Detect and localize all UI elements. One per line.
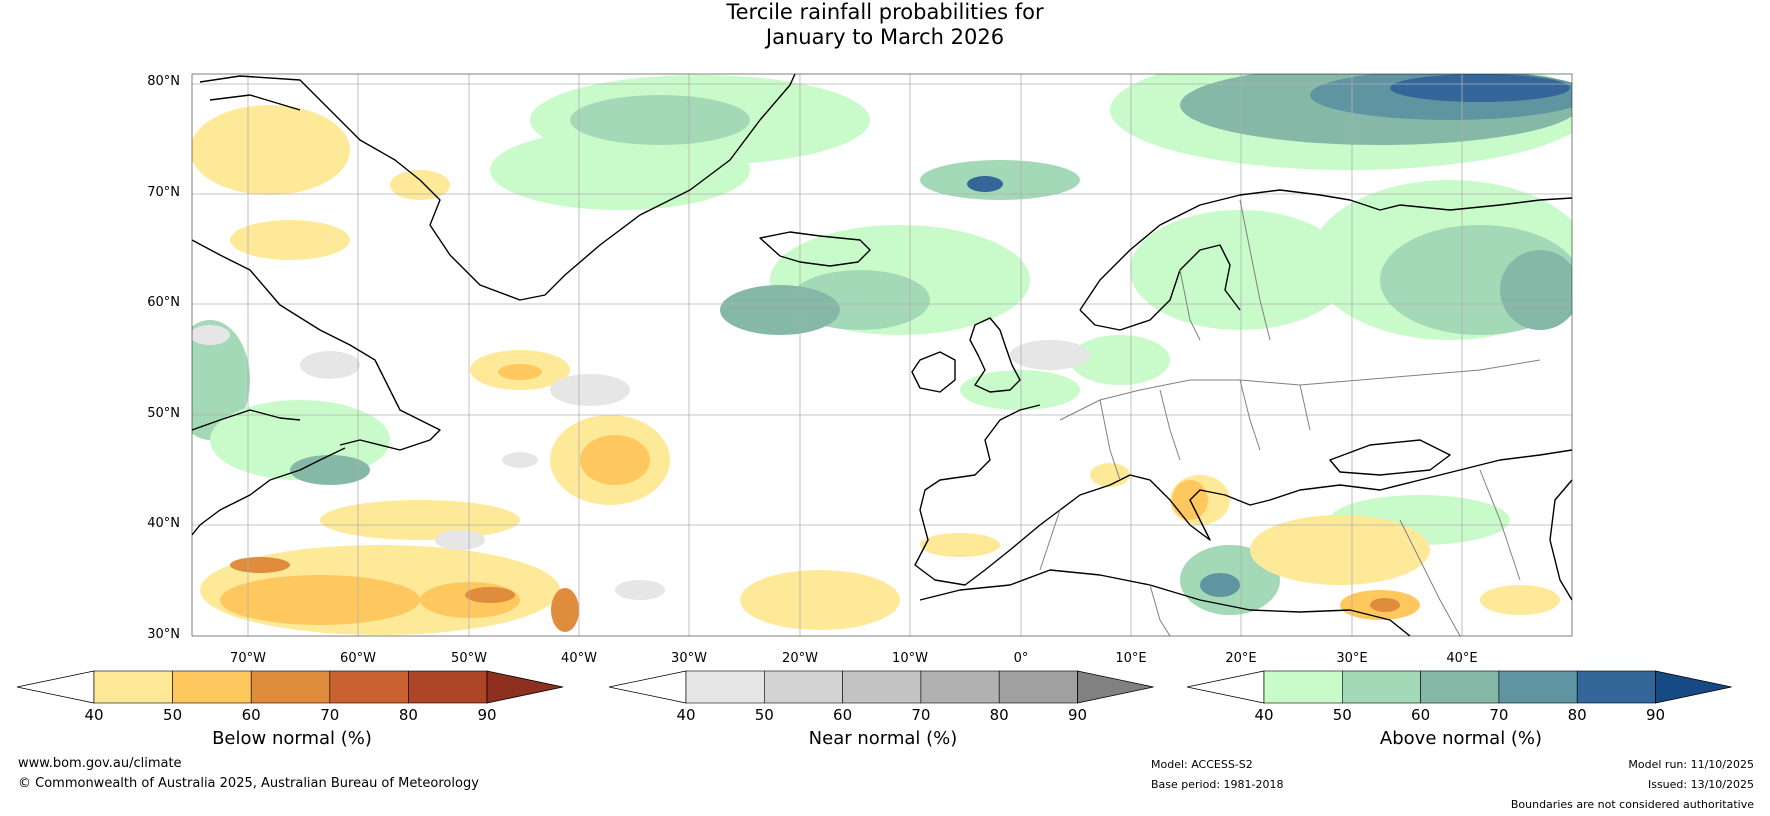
lat-label-80n: 80°N [147,74,180,89]
title-line-2: January to March 2026 [765,25,1005,49]
colorbar-segment [1342,670,1421,704]
below-normal-areas [192,105,1560,635]
country-borders [1039,199,1541,636]
above-normal-title: Above normal (%) [1379,728,1543,749]
colorbar-segment [685,670,765,704]
colorbar-segment [1263,670,1343,704]
lon-label-30w: 30°W [671,651,707,666]
colorbar-extend-high [1655,670,1732,704]
colorbar-segment [408,670,488,704]
colorbar-tick-label: 80 [1567,706,1587,724]
colorbar-tick-label: 50 [1332,706,1352,724]
map-frame [191,73,1573,637]
colorbar-extend-high [486,670,564,704]
lon-label-70w: 70°W [230,651,266,666]
lon-label-50w: 50°W [451,651,487,666]
colorbar-tick-label: 50 [163,706,183,724]
colorbar-tick-label: 70 [911,706,931,724]
colorbar-extend-high [1077,670,1154,704]
colorbar-tick-label: 90 [477,706,497,724]
above-normal-areas [192,74,1572,615]
colorbar-tick-label: 40 [676,706,696,724]
colorbar-tick-label: 50 [754,706,774,724]
near-normal-title: Near normal (%) [808,728,958,749]
below-normal-title: Below normal (%) [212,728,372,749]
colorbar-segment [329,670,409,704]
colorbar-tick-label: 90 [1067,706,1088,724]
colorbar-extend-low [1186,670,1265,704]
colorbar-segment [1576,670,1656,704]
colorbar-tick-label: 60 [241,706,261,724]
near-normal-colorbar [608,670,1154,704]
colorbar-extend-low [16,670,95,704]
above-normal-colorbar [1186,670,1732,704]
lat-label-60n: 60°N [147,295,180,310]
colorbar-tick-label: 60 [833,706,853,724]
gridlines [192,74,1572,636]
boundaries-disclaimer: Boundaries are not considered authoritat… [1510,798,1754,811]
colorbar-segment [998,670,1078,704]
model-run-date: Model run: 11/10/2025 [1628,758,1754,771]
lat-label-30n: 30°N [147,627,180,642]
colorbar-tick-label: 40 [84,706,104,724]
colorbar-segment [842,670,922,704]
lon-label-20e: 20°E [1225,651,1257,666]
lon-label-10w: 10°W [892,651,928,666]
colorbar-segment [172,670,252,704]
copyright-text: © Commonwealth of Australia 2025, Austra… [18,776,479,791]
colorbar-segment [920,670,1000,704]
lon-label-0: 0° [1013,651,1029,666]
colorbar-tick-label: 70 [320,706,340,724]
colorbar-tick-label: 80 [989,706,1009,724]
colorbar-segment [1420,670,1500,704]
colorbar-tick-label: 60 [1411,706,1431,724]
map-title: Tercile rainfall probabilities for Janua… [0,0,1770,50]
colorbar-tick-label: 90 [1645,706,1666,724]
base-period: Base period: 1981-2018 [1151,778,1284,791]
lon-label-20w: 20°W [782,651,818,666]
title-line-1: Tercile rainfall probabilities for [726,0,1044,24]
model-name: Model: ACCESS-S2 [1151,758,1253,771]
colorbar-tick-label: 70 [1489,706,1509,724]
colorbar-segment [93,670,173,704]
below-normal-colorbar [16,670,564,704]
probability-field [192,74,1572,635]
colorbar-tick-label: 80 [398,706,418,724]
lon-label-60w: 60°W [340,651,376,666]
lat-label-40n: 40°N [147,516,180,531]
lon-label-40e: 40°E [1446,651,1478,666]
colorbar-segment [1498,670,1578,704]
lon-label-40w: 40°W [561,651,597,666]
lat-label-50n: 50°N [147,406,180,421]
lon-label-30e: 30°E [1336,651,1368,666]
colorbar-tick-label: 40 [1254,706,1274,724]
website-link[interactable]: www.bom.gov.au/climate [18,756,182,771]
colorbar-segment [250,670,331,704]
issued-date: Issued: 13/10/2025 [1647,778,1754,791]
lat-label-70n: 70°N [147,185,180,200]
near-normal-areas [192,325,1090,600]
lon-label-10e: 10°E [1115,651,1147,666]
colorbar-segment [764,670,843,704]
colorbar-extend-low [608,670,687,704]
